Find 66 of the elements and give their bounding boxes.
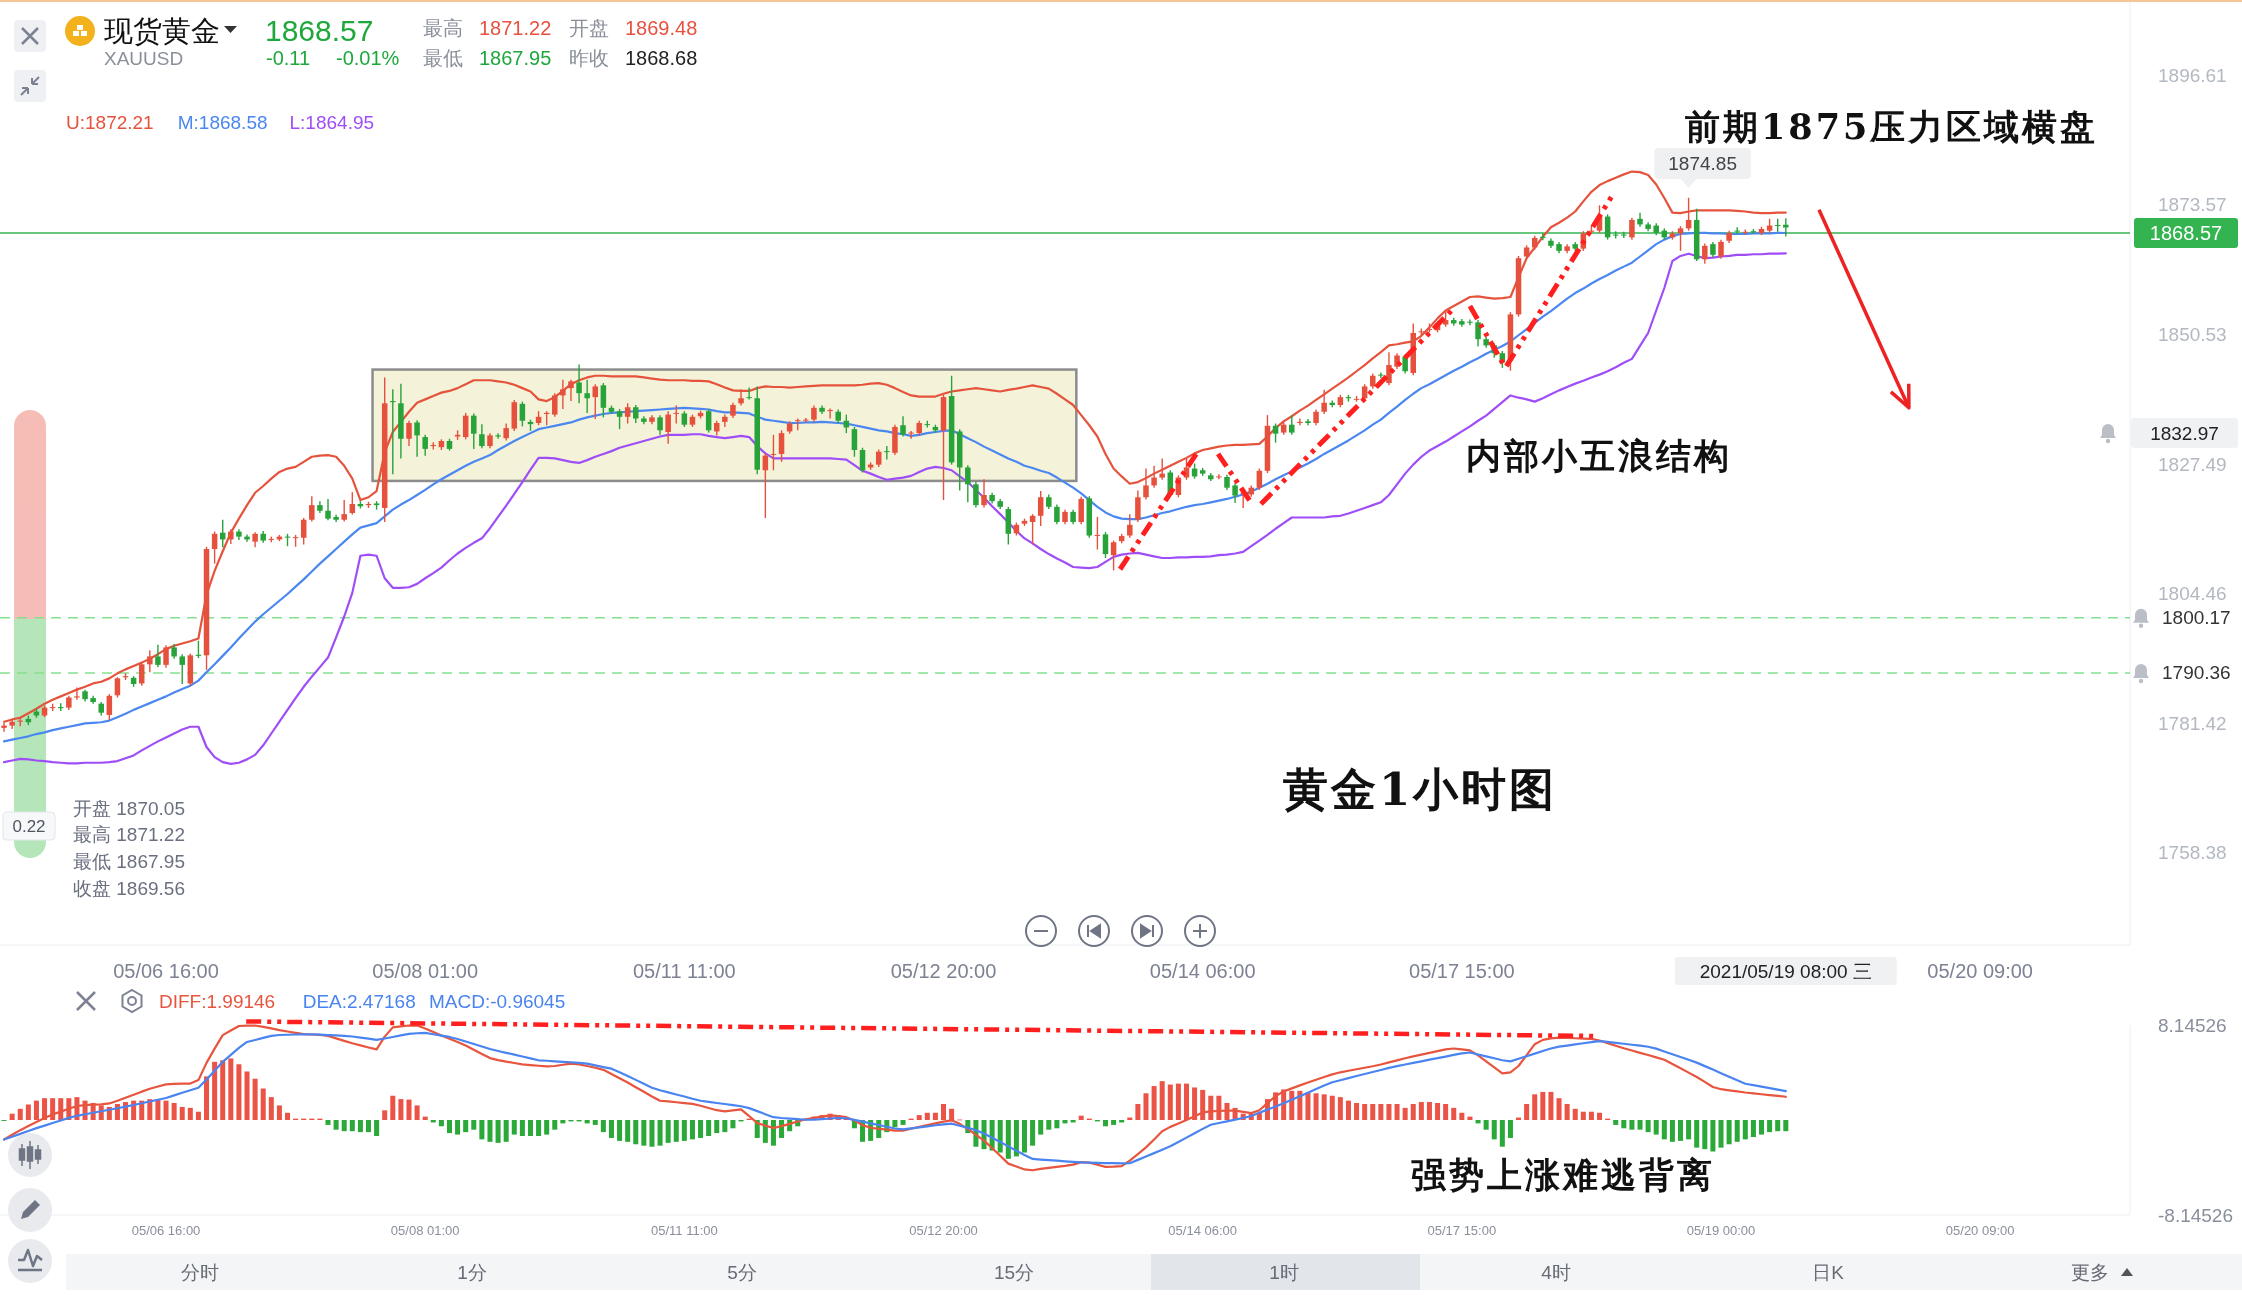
x-tick-label: 05/11 11:00 (650, 1222, 718, 1238)
text: L:1864.95 (289, 111, 375, 133)
text: 1分 (457, 1261, 487, 1283)
text: 日K (1812, 1261, 1845, 1283)
text: 现货黄金 (104, 15, 220, 47)
text: M:1868.58 (177, 111, 268, 133)
ref-line-label: 1800.17 (2162, 607, 2231, 629)
y-tick-label: 1781.42 (2158, 712, 2227, 734)
text: MACD:-0.96045 (429, 990, 566, 1012)
annotation: 最高 1871.22 (73, 823, 185, 845)
y-tick-label: 8.14526 (2158, 1014, 2227, 1036)
annotation: 最低 (423, 47, 463, 69)
y-tick-label: 1873.57 (2158, 194, 2227, 216)
text: 分时 (181, 1261, 219, 1283)
series-label: DIFF:1.99146 (159, 990, 276, 1012)
text: 1时 (1269, 1261, 1299, 1283)
y-tick-label: 1896.61 (2158, 64, 2227, 86)
text: 15分 (993, 1261, 1035, 1283)
annotation: 昨收 (569, 47, 609, 69)
x-tick-label: 05/20 09:00 (1945, 1222, 2015, 1238)
annotation: 1869.48 (625, 17, 698, 39)
x-tick-label: 05/20 09:00 (1927, 960, 2033, 982)
annotation: 1874.85 (1668, 153, 1737, 174)
text: U:1872.21 (66, 111, 154, 133)
text: 更多 (2071, 1261, 2109, 1283)
x-tick-label: 05/17 15:00 (1409, 960, 1515, 982)
annotation: 强势上涨难逃背离 (1411, 1153, 1715, 1195)
annotation: 1871.22 (479, 17, 552, 39)
annotation: -0.01% (336, 47, 400, 69)
annotation: -0.11 (266, 47, 311, 69)
annotation: 前期1875压力区域横盘 (1685, 105, 2099, 147)
text: 2021/05/19 08:00 三 (1699, 960, 1872, 982)
y-tick-label: 1804.46 (2158, 583, 2227, 605)
annotation: 1868.68 (625, 47, 698, 69)
x-tick-label: 05/19 00:00 (1686, 1222, 1756, 1238)
annotation: 收盘 1869.56 (73, 877, 185, 899)
x-tick-label: 05/14 06:00 (1168, 1222, 1238, 1238)
text: 4时 (1541, 1261, 1571, 1283)
x-tick-label: 05/12 20:00 (890, 960, 997, 982)
annotation: 0.22 (12, 816, 46, 836)
series-label: DEA:2.47168 (302, 990, 416, 1012)
x-tick-label: 05/08 01:00 (372, 960, 479, 982)
y-tick-label: 1758.38 (2158, 842, 2227, 864)
annotation: 最低 1867.95 (73, 850, 185, 872)
y-tick-label: 1827.49 (2158, 453, 2227, 475)
text: 5分 (727, 1261, 757, 1283)
ref-line-label: 1790.36 (2162, 662, 2231, 684)
x-tick-label: 05/08 01:00 (390, 1222, 460, 1238)
y-tick-label: -8.14526 (2158, 1204, 2234, 1226)
ref-line-label: 1868.57 (2149, 222, 2223, 245)
y-tick-label: 1850.53 (2158, 324, 2227, 346)
annotation: 开盘 1870.05 (73, 797, 185, 819)
x-tick-label: 05/11 11:00 (633, 960, 736, 982)
annotation: 1867.95 (479, 47, 552, 69)
x-tick-label: 05/12 20:00 (909, 1222, 978, 1238)
x-tick-label: 05/06 16:00 (131, 1222, 201, 1238)
annotation: 内部小五浪结构 (1466, 434, 1732, 476)
text: XAUUSD (104, 47, 184, 69)
x-tick-label: 05/17 15:00 (1427, 1222, 1497, 1238)
text: 1832.97 (2150, 422, 2219, 444)
annotation: 1868.57 (265, 13, 374, 47)
annotation: 最高 (423, 17, 463, 39)
x-tick-label: 05/14 06:00 (1149, 960, 1256, 982)
annotation: 开盘 (569, 17, 609, 39)
annotation: 黄金1小时图 (1283, 762, 1558, 816)
x-tick-label: 05/06 16:00 (113, 960, 219, 982)
